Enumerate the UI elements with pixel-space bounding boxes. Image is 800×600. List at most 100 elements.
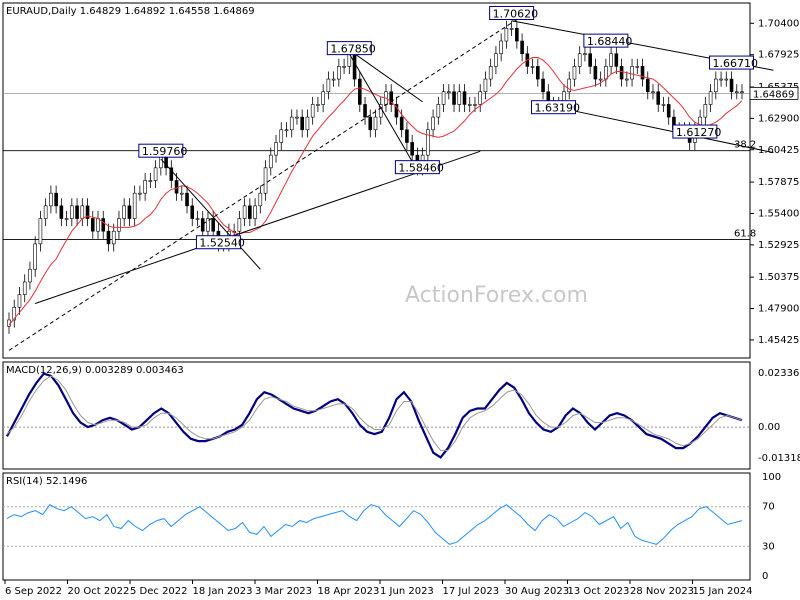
candle-body [640,66,645,80]
rsi-header: RSI(14) 52.1496 [6,476,87,487]
candle-body [724,78,729,81]
price-y-tick-label: 1.52925 [758,240,799,251]
candle-body [708,91,713,105]
price-label: 1.58460 [398,162,444,175]
candle-body [368,116,373,131]
candle-body [59,205,64,219]
candle-body [541,78,545,93]
price-y-tick-label: 1.60425 [758,145,799,156]
x-tick-label: 3 Mar 2023 [255,586,312,597]
fib-label: 38.2 [734,140,756,151]
candle-body [734,91,739,94]
price-label: 1.61270 [676,126,722,139]
candle-body [148,180,153,182]
candle-body [242,205,247,219]
candle-body [645,78,650,93]
macd-layer [3,372,750,459]
candle-body [572,66,577,80]
rsi-y-tick-label: 0 [762,571,768,582]
candle-body [295,116,299,119]
watermark: ActionForex.com [405,283,588,308]
rsi-layer [3,504,750,547]
candle-body [410,142,414,156]
candle-body [117,218,121,232]
symbol-header: EURAUD,Daily 1.64829 1.64892 1.64558 1.6… [6,6,255,17]
candle-body [38,218,43,245]
candle-body [452,91,456,105]
candle-body [441,91,446,105]
candle-body [467,104,472,106]
candle-body [352,53,357,80]
candle-body [195,218,200,220]
candle-body [462,91,467,105]
candle-body [169,167,174,181]
candle-body [337,66,341,80]
price-label-box [709,55,755,70]
candle-body [719,78,723,81]
candle-body [300,116,305,131]
current-price-label: 1.64869 [753,89,794,100]
candle-body [446,91,451,94]
candle-body [331,78,336,81]
candle-body [326,78,331,93]
price-y-tick-label: 1.62900 [758,113,799,124]
candle-body [96,218,100,232]
x-tick-label: 1 Jun 2023 [380,586,434,597]
candle-body [483,78,488,93]
x-tick-label: 15 Jan 2024 [693,586,753,597]
rsi-panel-frame [2,472,751,581]
candle-body [530,66,535,68]
price-panel-frame [2,2,751,359]
macd-y-tick-label: 0.023366 [758,368,800,379]
candle-body [310,104,315,118]
candle-body [263,167,268,194]
x-tick-label: 13 Oct 2023 [568,586,630,597]
axis-layer: 1.704001.679251.653751.629001.604251.578… [4,18,800,597]
x-tick-label: 20 Oct 2022 [68,586,130,597]
candle-body [316,104,320,106]
price-label: 1.66710 [713,57,759,70]
candle-body [515,28,519,42]
x-tick-label: 6 Sep 2022 [5,586,62,597]
candle-body [740,91,744,94]
candle-body [389,91,394,105]
candle-body [211,218,215,232]
macd-y-tick-label: -0.013186 [758,453,800,464]
candle-body [536,66,540,80]
candle-body [604,66,608,80]
candle-body [75,205,79,219]
price-y-tick-label: 1.50375 [758,272,799,283]
candle-body [567,78,572,93]
candle-body [504,28,509,42]
candle-body [49,192,53,207]
candle-body [431,116,435,131]
x-tick-label: 28 Nov 2023 [630,586,694,597]
macd-header: MACD(12,26,9) 0.003289 0.003463 [6,365,184,376]
candle-body [478,91,483,105]
macd-line [6,372,743,459]
candle-body [143,180,147,194]
candle-body [185,192,189,207]
candle-body [577,53,582,67]
price-label-box [195,235,241,250]
candle-body [274,142,278,156]
price-label: 1.68440 [587,35,633,48]
rsi-y-tick-label: 70 [762,502,775,513]
candle-body [436,104,441,118]
candle-body [153,167,158,181]
candle-body [598,78,603,81]
candle-body [200,218,205,232]
price-label-box [583,33,629,48]
moving-average-line [8,57,743,326]
candle-body [363,104,367,118]
candle-body [12,306,17,321]
price-y-tick-label: 1.67925 [758,50,799,61]
candle-body [43,205,48,219]
candle-body [714,78,718,93]
price-layer: 38.2 61.8 1.70620 1.67850 1.68440 1.66710 1.63… [3,5,774,351]
candle-body [101,218,106,232]
candle-body [426,129,430,156]
candle-body [488,66,493,80]
candle-body [703,104,708,118]
candle-body [179,192,184,195]
